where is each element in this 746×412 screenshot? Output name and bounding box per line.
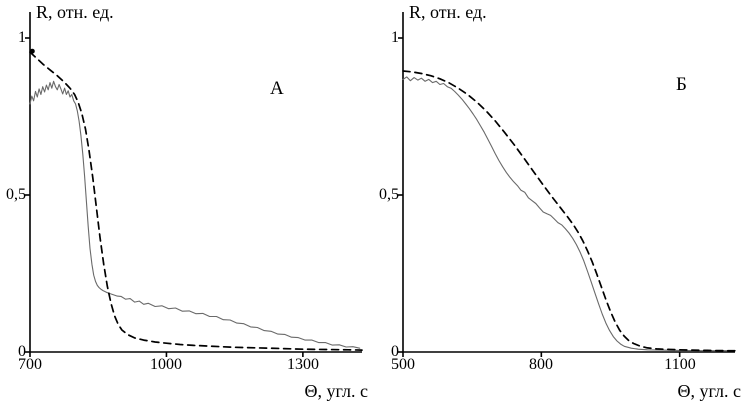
y-axis-label: R, отн. ед. xyxy=(36,2,114,22)
x-tick-label: 1000 xyxy=(150,356,182,373)
chart-panel-a: R, отн. ед. 1 0,5 0 700 1000 1300 А Θ, у… xyxy=(6,2,368,401)
x-tick-label: 1100 xyxy=(664,356,696,373)
y-tick-label: 0 xyxy=(18,343,26,360)
x-tick-label: 800 xyxy=(529,356,553,373)
x-tick-label: 500 xyxy=(391,356,415,373)
x-axis-label: Θ, угл. с xyxy=(677,381,741,401)
y-tick-label: 0 xyxy=(391,343,399,360)
panel-letter: Б xyxy=(676,74,687,95)
x-axis-label: Θ, угл. с xyxy=(304,381,368,401)
chart-panel-b: R, отн. ед. 1 0,5 0 500 800 1100 Б Θ, уг… xyxy=(373,0,746,412)
x-tick-label: 700 xyxy=(18,356,42,373)
y-tick-label: 1 xyxy=(18,29,26,46)
y-tick-label: 1 xyxy=(391,29,399,46)
panel-letter: А xyxy=(270,78,284,99)
y-tick-label: 0,5 xyxy=(379,186,399,203)
y-axis-label: R, отн. ед. xyxy=(409,2,487,22)
chart-canvas-b xyxy=(398,12,736,357)
x-tick-label: 1300 xyxy=(287,356,319,373)
y-tick-label: 0,5 xyxy=(6,186,26,203)
chart-canvas-a xyxy=(25,12,363,357)
